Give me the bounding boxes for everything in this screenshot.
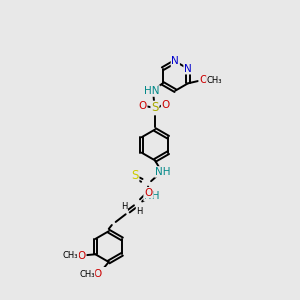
Text: O: O <box>162 100 170 110</box>
Text: O: O <box>77 251 86 261</box>
Text: H: H <box>136 207 143 216</box>
Text: O: O <box>139 101 147 112</box>
Text: O: O <box>94 269 102 279</box>
Text: CH₃: CH₃ <box>80 270 95 279</box>
Text: CH₃: CH₃ <box>63 251 79 260</box>
Text: O: O <box>199 75 208 85</box>
Text: HN: HN <box>144 86 160 96</box>
Text: H: H <box>121 202 127 211</box>
Text: N: N <box>184 64 192 74</box>
Text: O: O <box>145 188 153 198</box>
Text: NH: NH <box>144 191 160 201</box>
Text: CH₃: CH₃ <box>206 76 222 85</box>
Text: S: S <box>131 169 139 182</box>
Text: NH: NH <box>155 167 170 177</box>
Text: N: N <box>171 56 179 66</box>
Text: S: S <box>151 101 159 115</box>
